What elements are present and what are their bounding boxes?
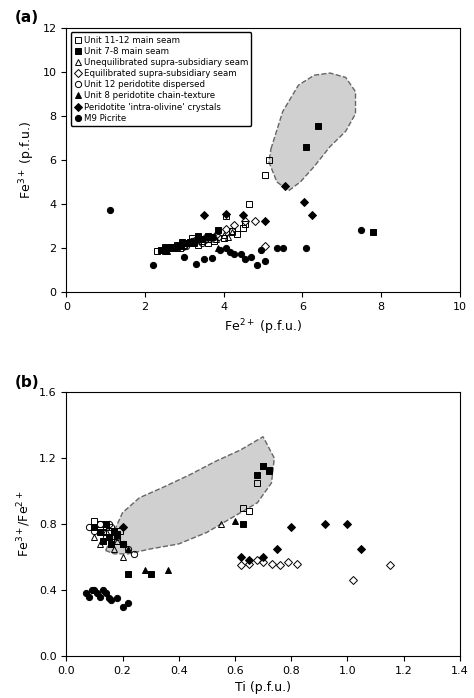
Y-axis label: Fe$^{3+}$/Fe$^{2+}$: Fe$^{3+}$/Fe$^{2+}$ — [16, 491, 33, 558]
Text: (b): (b) — [15, 375, 40, 389]
Text: (a): (a) — [15, 10, 39, 25]
Polygon shape — [269, 73, 356, 191]
Polygon shape — [106, 437, 274, 554]
Y-axis label: Fe$^{3+}$ (p.f.u.): Fe$^{3+}$ (p.f.u.) — [18, 121, 37, 199]
Legend: Unit 11-12 main seam, Unit 7-8 main seam, Unequilibrated supra-subsidiary seam, : Unit 11-12 main seam, Unit 7-8 main seam… — [71, 32, 251, 126]
X-axis label: Fe$^{2+}$ (p.f.u.): Fe$^{2+}$ (p.f.u.) — [224, 317, 302, 336]
X-axis label: Ti (p.f.u.): Ti (p.f.u.) — [235, 681, 291, 695]
